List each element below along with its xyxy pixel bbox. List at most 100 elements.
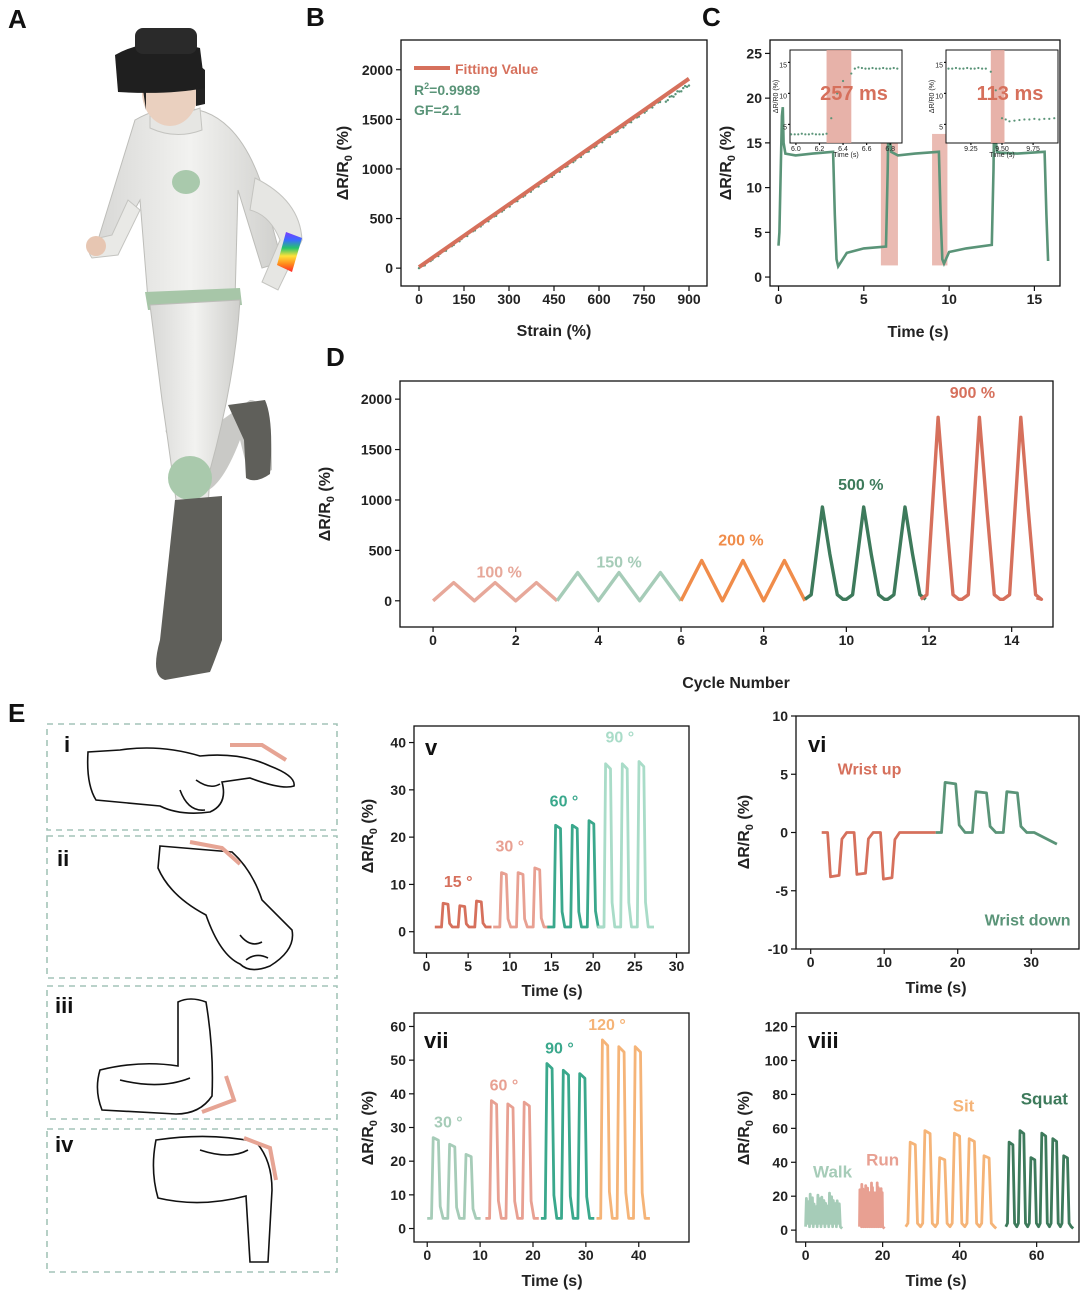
y-tick-label: 30 [390, 782, 406, 798]
inset-xlabel: Time (s) [833, 152, 858, 159]
x-tick-label: 6.8 [885, 146, 895, 153]
panel-d-xlabel: Cycle Number [682, 675, 790, 692]
y-tick-label: 60 [390, 1018, 406, 1034]
y-tick-label: 0 [780, 825, 788, 841]
inset-point [793, 133, 796, 136]
inset-point [1013, 119, 1016, 122]
inset-point [841, 79, 845, 83]
wrist-fist-drawing [157, 845, 294, 971]
y-tick-label: 30 [390, 1120, 406, 1136]
y-tick-label: 10 [779, 93, 787, 100]
series-label: Wrist down [985, 913, 1071, 930]
series-line [904, 1129, 998, 1230]
panel-e-viii-chart: 0 20 40 60 0 20 40 60 80 100 120 Walk Run Sit Squat vi… [736, 1012, 1080, 1290]
y-tick-label: 10 [935, 93, 943, 100]
inset-point [878, 67, 881, 70]
y-tick-label: 1500 [362, 111, 393, 127]
y-tick-label: 10 [390, 876, 406, 892]
x-tick-label: 5 [860, 291, 868, 307]
y-tick-label: 40 [390, 735, 406, 751]
inset-point [892, 66, 895, 70]
inset-point [864, 67, 867, 70]
inset-point [797, 133, 800, 136]
series-line [919, 415, 1044, 601]
x-tick-label: 30 [1023, 954, 1039, 970]
inset-point [889, 67, 892, 70]
scatter-point [687, 84, 691, 87]
x-tick-label: 6.0 [791, 146, 801, 153]
x-tick-label: 600 [587, 291, 611, 307]
y-tick-label: 0 [398, 1221, 406, 1237]
inset-point [860, 66, 864, 70]
x-tick-label: 20 [525, 1247, 541, 1263]
panel-b-gf-annotation: GF=2.1 [414, 102, 461, 118]
x-tick-label: 20 [875, 1247, 891, 1263]
inset-point [980, 67, 984, 70]
y-tick-label: 20 [390, 1153, 406, 1169]
fit-line [417, 77, 691, 269]
y-tick-label: 15 [746, 135, 762, 151]
panel-c-frame [769, 39, 1061, 287]
pose-label-ii: ii [57, 846, 69, 871]
y-tick-label: 15 [935, 62, 943, 69]
y-tick-label: 0 [384, 593, 392, 609]
inset-point [1008, 120, 1011, 123]
scatter-point [670, 95, 673, 98]
y-tick-label: 20 [390, 829, 406, 845]
inset-point [954, 66, 958, 70]
y-tick-label: 0 [398, 924, 406, 940]
panel-b-xlabel: Strain (%) [517, 323, 592, 340]
x-tick-label: 6 [677, 632, 685, 648]
y-tick-label: 40 [390, 1086, 406, 1102]
x-tick-label: 40 [952, 1247, 968, 1263]
inset-time-label: 113 ms [977, 83, 1044, 105]
series-line [935, 781, 1058, 846]
y-tick-label: 500 [369, 542, 393, 558]
series-label: 200 % [718, 532, 763, 549]
panel-d-frame [399, 380, 1054, 628]
series-line [1004, 1129, 1075, 1230]
inset-xlabel: Time (s) [989, 152, 1014, 159]
panel-c-xlabel: Time (s) [887, 324, 948, 341]
x-tick-label: 14 [1004, 632, 1020, 648]
scatter-point [666, 98, 669, 102]
y-tick-label: -5 [776, 883, 789, 899]
x-tick-label: 20 [950, 954, 966, 970]
scatter-point [680, 90, 683, 93]
x-tick-label: 450 [542, 291, 566, 307]
series-label: Run [866, 1151, 899, 1170]
inset-point [874, 67, 878, 70]
x-tick-label: 5 [464, 958, 472, 974]
panel-e-vi-xlabel: Time (s) [905, 980, 966, 997]
x-tick-label: 0 [429, 632, 437, 648]
series-line [804, 1191, 844, 1230]
panel-e-vi-label: vi [808, 732, 826, 757]
series-label: 500 % [838, 477, 883, 494]
x-tick-label: 10 [941, 291, 957, 307]
y-tick-label: 5 [780, 766, 788, 782]
y-tick-label: 0 [754, 269, 762, 285]
inset-point [1004, 118, 1007, 121]
y-tick-label: 5 [754, 224, 762, 240]
x-tick-label: 30 [669, 958, 685, 974]
y-tick-label: 40 [772, 1154, 788, 1170]
panel-d-ylabel: ΔR/R0 (%) [317, 467, 337, 542]
series-label: Squat [1021, 1090, 1069, 1109]
inset-point [853, 67, 856, 70]
series-label: 150 % [596, 555, 641, 572]
series-line [821, 831, 936, 881]
inset-point [947, 67, 950, 70]
x-tick-label: 0 [802, 1247, 810, 1263]
x-tick-label: 8 [760, 632, 768, 648]
y-tick-label: 10 [772, 708, 788, 724]
y-tick-label: 10 [746, 180, 762, 196]
inset-point [984, 67, 987, 70]
pose-label-iii: iii [55, 993, 73, 1018]
panel-e-v-label: v [425, 735, 438, 760]
inset-ylabel: ΔR/R0 (%) [929, 80, 936, 113]
x-tick-label: 0 [423, 958, 431, 974]
inset-point [1053, 117, 1056, 120]
x-tick-label: 300 [497, 291, 521, 307]
series-label: 30 ° [434, 1115, 463, 1132]
